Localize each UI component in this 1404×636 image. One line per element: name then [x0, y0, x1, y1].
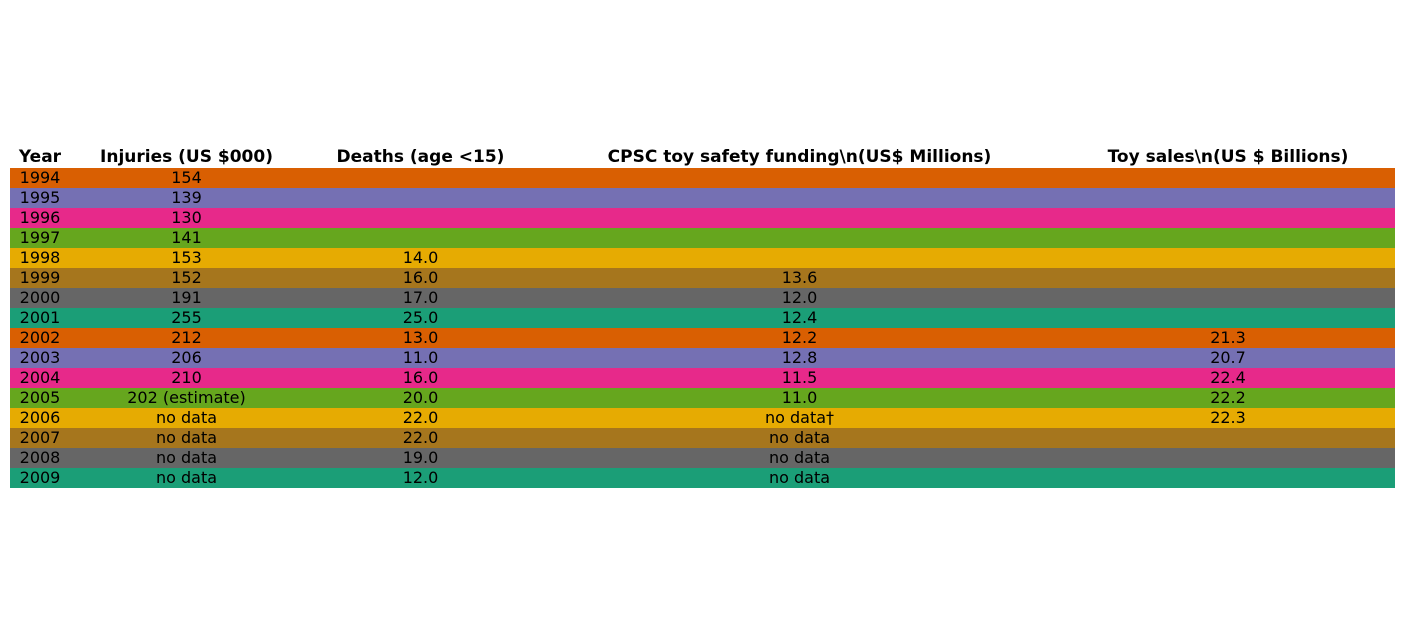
cell-cpsc-funding: 12.8	[781, 348, 818, 367]
cell-cpsc-funding: 11.0	[781, 388, 818, 407]
cell-year: 1997	[19, 228, 61, 247]
table-body: 1994 154 1995 139 1996 130 1997 141 1998 153 14.0 1…	[10, 168, 1395, 488]
cell-toy-sales: 22.3	[1210, 408, 1246, 427]
header-deaths: Deaths (age <15)	[336, 147, 505, 167]
cell-deaths: 13.0	[402, 328, 439, 347]
cell-cpsc-funding: 13.6	[781, 268, 818, 287]
cell-injuries: 212	[171, 328, 202, 347]
cell-deaths: 20.0	[402, 388, 439, 407]
cell-deaths: 16.0	[402, 368, 439, 387]
table-header-row: Year Injuries (US $000) Deaths (age <15)…	[10, 147, 1395, 168]
cell-year: 2006	[19, 408, 61, 427]
table-row: 2006 no data 22.0 no data† 22.3	[10, 408, 1395, 428]
header-year: Year	[18, 147, 62, 167]
cell-deaths: 16.0	[402, 268, 439, 287]
table-row: 2009 no data 12.0 no data	[10, 468, 1395, 488]
table-row: 1998 153 14.0	[10, 248, 1395, 268]
cell-toy-sales: 20.7	[1210, 348, 1246, 367]
cell-cpsc-funding: no data†	[764, 408, 835, 427]
cell-cpsc-funding: 12.2	[781, 328, 818, 347]
cell-injuries: 141	[171, 228, 202, 247]
cell-year: 2008	[19, 448, 61, 467]
table-row: 2003 206 11.0 12.8 20.7	[10, 348, 1395, 368]
cell-year: 2007	[19, 428, 61, 447]
cell-cpsc-funding: 12.0	[781, 288, 818, 307]
cell-year: 2003	[19, 348, 61, 367]
cell-year: 2001	[19, 308, 61, 327]
table-row: 1999 152 16.0 13.6	[10, 268, 1395, 288]
header-toy-sales: Toy sales\n(US $ Billions)	[1107, 147, 1349, 167]
data-table: Year Injuries (US $000) Deaths (age <15)…	[10, 147, 1395, 488]
cell-injuries: 206	[171, 348, 202, 367]
cell-injuries: 154	[171, 168, 202, 187]
cell-year: 1995	[19, 188, 61, 207]
cell-deaths: 12.0	[402, 468, 439, 487]
cell-injuries: no data	[155, 408, 218, 427]
cell-year: 2004	[19, 368, 61, 387]
cell-year: 2009	[19, 468, 61, 487]
cell-injuries: 139	[171, 188, 202, 207]
cell-injuries: 255	[171, 308, 202, 327]
cell-deaths: 22.0	[402, 428, 439, 447]
cell-year: 2000	[19, 288, 61, 307]
cell-cpsc-funding: 11.5	[781, 368, 818, 387]
cell-year: 1998	[19, 248, 61, 267]
cell-cpsc-funding: no data	[768, 448, 831, 467]
table-row: 2007 no data 22.0 no data	[10, 428, 1395, 448]
cell-toy-sales: 22.4	[1210, 368, 1246, 387]
cell-deaths: 11.0	[402, 348, 439, 367]
cell-year: 1999	[19, 268, 61, 287]
table-row: 1996 130	[10, 208, 1395, 228]
table-row: 2008 no data 19.0 no data	[10, 448, 1395, 468]
table-row: 2004 210 16.0 11.5 22.4	[10, 368, 1395, 388]
table-row: 2002 212 13.0 12.2 21.3	[10, 328, 1395, 348]
cell-injuries: no data	[155, 428, 218, 447]
header-cpsc-funding: CPSC toy safety funding\n(US$ Millions)	[607, 147, 992, 167]
header-injuries: Injuries (US $000)	[100, 147, 273, 167]
cell-year: 2002	[19, 328, 61, 347]
cell-deaths: 25.0	[402, 308, 439, 327]
cell-year: 1996	[19, 208, 61, 227]
cell-injuries: no data	[155, 468, 218, 487]
cell-injuries: no data	[155, 448, 218, 467]
cell-deaths: 19.0	[402, 448, 439, 467]
cell-injuries: 210	[171, 368, 202, 387]
table-row: 1995 139	[10, 188, 1395, 208]
cell-toy-sales: 21.3	[1210, 328, 1246, 347]
cell-cpsc-funding: no data	[768, 468, 831, 487]
cell-injuries: 152	[171, 268, 202, 287]
table-row: 2005 202 (estimate) 20.0 11.0 22.2	[10, 388, 1395, 408]
cell-toy-sales: 22.2	[1210, 388, 1246, 407]
cell-year: 1994	[19, 168, 61, 187]
cell-cpsc-funding: no data	[768, 428, 831, 447]
table-row: 1997 141	[10, 228, 1395, 248]
cell-cpsc-funding: 12.4	[781, 308, 818, 327]
cell-year: 2005	[19, 388, 61, 407]
cell-injuries: 153	[171, 248, 202, 267]
cell-deaths: 17.0	[402, 288, 439, 307]
cell-injuries: 202 (estimate)	[127, 388, 246, 407]
cell-deaths: 22.0	[402, 408, 439, 427]
cell-deaths: 14.0	[402, 248, 439, 267]
cell-injuries: 130	[171, 208, 202, 227]
table-row: 1994 154	[10, 168, 1395, 188]
table-row: 2001 255 25.0 12.4	[10, 308, 1395, 328]
table-row: 2000 191 17.0 12.0	[10, 288, 1395, 308]
cell-injuries: 191	[171, 288, 202, 307]
